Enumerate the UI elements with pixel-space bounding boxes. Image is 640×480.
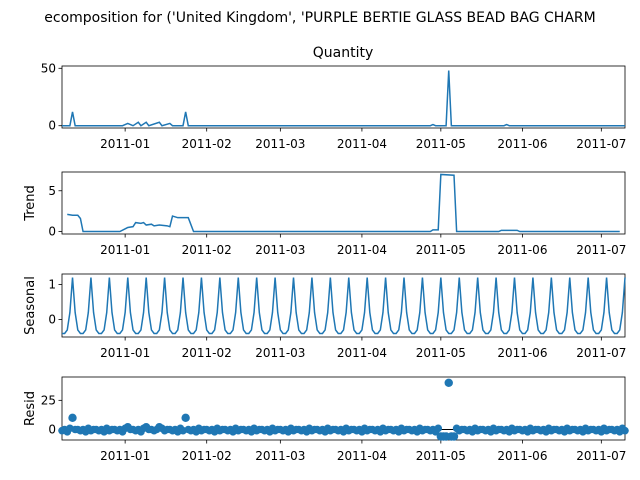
- seasonal-series-line: [62, 277, 626, 335]
- x-tick-label: 2011-06: [497, 449, 547, 463]
- panel-title-quantity: Quantity: [313, 45, 374, 61]
- panel-resid: 0 25 2011-01 2011-02 2011-03 2011-04 2011-05 20…: [23, 376, 629, 463]
- x-tick-label: 2011-04: [337, 449, 387, 463]
- y-axis-label: Resid: [23, 391, 38, 426]
- x-tick-label: 2011-04: [337, 346, 387, 360]
- x-tick-label: 2011-07: [576, 243, 626, 257]
- resid-point: [444, 378, 453, 388]
- x-tick-label: 2011-03: [255, 243, 305, 257]
- panel-seasonal: 0 1 2011-01 2011-02 2011-03 2011-04 2011-05 201…: [23, 273, 626, 360]
- y-tick-label: 25: [41, 393, 56, 407]
- quantity-series-line: [62, 70, 625, 127]
- x-tick-label: 2011-05: [416, 346, 466, 360]
- y-tick-label: 0: [48, 225, 56, 239]
- resid-point: [449, 432, 459, 441]
- x-tick-label: 2011-01: [100, 137, 150, 151]
- resid-point: [181, 413, 190, 423]
- x-tick-label: 2011-01: [100, 243, 150, 257]
- panel-resid-frame: [61, 376, 626, 441]
- resid-point: [141, 422, 151, 432]
- x-tick-label: 2011-06: [497, 243, 547, 257]
- trend-series-line: [67, 173, 620, 233]
- y-tick-label: 1: [48, 278, 56, 292]
- x-tick-label: 2011-03: [255, 346, 305, 360]
- x-tick-label: 2011-02: [182, 243, 232, 257]
- y-tick-label: 5: [48, 184, 56, 198]
- x-tick-label: 2011-05: [416, 449, 466, 463]
- x-tick-label: 2011-01: [100, 449, 150, 463]
- y-axis-label: Trend: [23, 185, 38, 222]
- x-tick-label: 2011-07: [576, 449, 626, 463]
- y-tick-label: 0: [48, 313, 56, 327]
- resid-point: [155, 422, 164, 432]
- panel-seasonal-frame: [61, 273, 626, 338]
- panel-quantity-frame: [61, 65, 626, 129]
- x-tick-label: 2011-05: [416, 243, 466, 257]
- panel-quantity: 0 50 2011-01 2011-02 2011-03 2011-04 2011-05 20…: [41, 61, 627, 151]
- x-tick-label: 2011-04: [337, 137, 387, 151]
- y-axis-label: Seasonal: [23, 276, 38, 335]
- panel-trend-frame: [61, 171, 626, 235]
- x-tick-label: 2011-06: [497, 137, 547, 151]
- x-tick-label: 2011-04: [337, 243, 387, 257]
- x-tick-label: 2011-02: [182, 346, 232, 360]
- resid-point: [68, 413, 77, 423]
- x-tick-label: 2011-07: [576, 137, 626, 151]
- x-tick-label: 2011-07: [576, 346, 626, 360]
- y-tick-label: 0: [48, 119, 56, 133]
- resid-point: [621, 426, 629, 435]
- resid-point: [434, 424, 443, 433]
- resid-point: [123, 422, 132, 432]
- figure-suptitle: ecomposition for ('United Kingdom', 'PUR…: [44, 10, 595, 26]
- y-tick-label: 50: [41, 61, 56, 75]
- y-tick-label: 0: [48, 423, 56, 437]
- x-tick-label: 2011-01: [100, 346, 150, 360]
- panel-trend: 0 5 2011-01 2011-02 2011-03 2011-04 2011-05 201…: [23, 171, 626, 257]
- x-tick-label: 2011-02: [182, 449, 232, 463]
- x-tick-label: 2011-03: [255, 137, 305, 151]
- x-tick-label: 2011-06: [497, 346, 547, 360]
- x-tick-label: 2011-05: [416, 137, 466, 151]
- x-tick-label: 2011-03: [255, 449, 305, 463]
- x-tick-label: 2011-02: [182, 137, 232, 151]
